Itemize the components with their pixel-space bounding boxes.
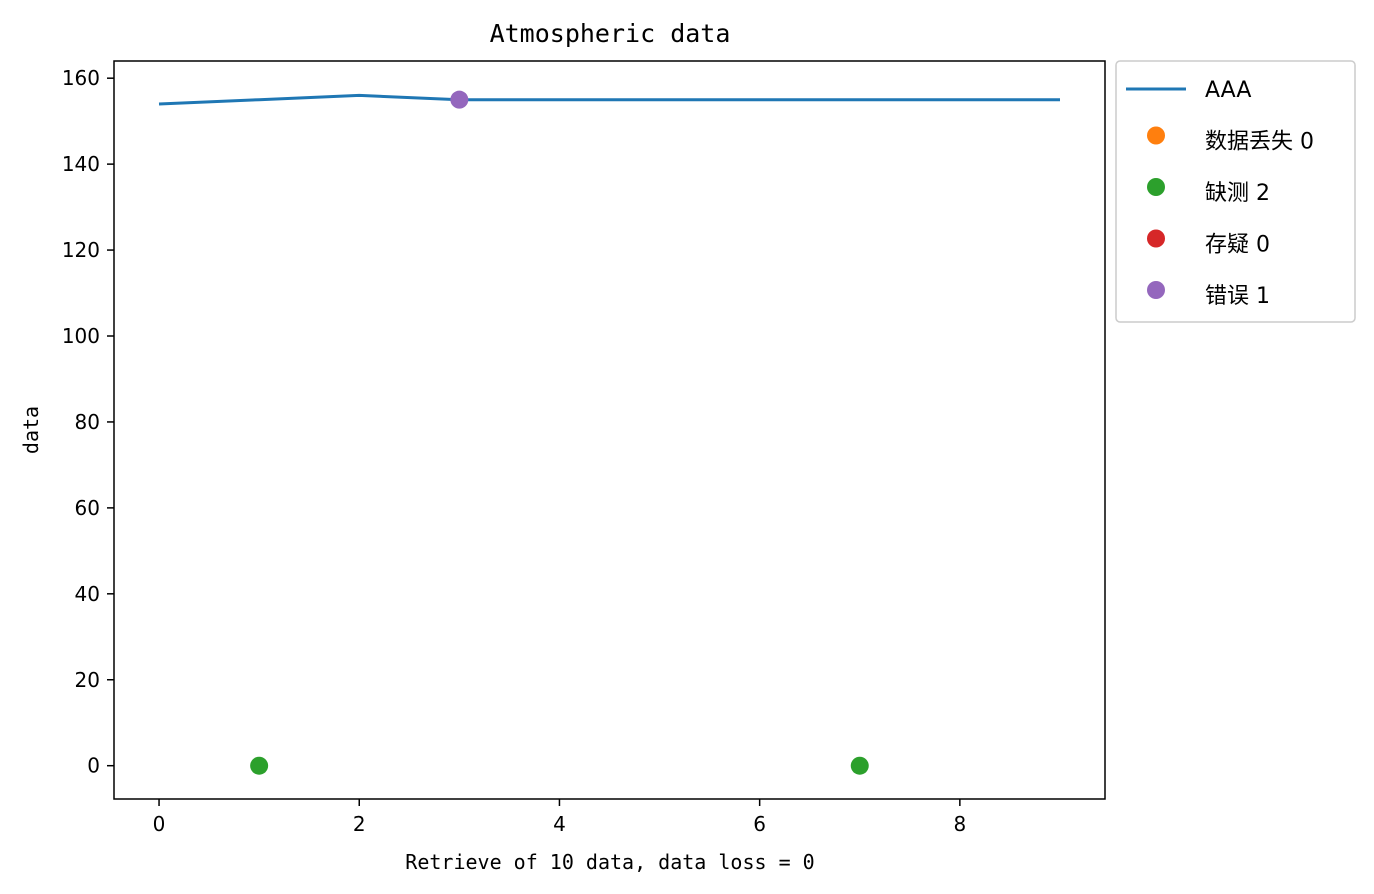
y-tick-label: 120 [62,238,100,262]
x-axis-ticks: 0 2 4 6 8 [153,799,966,836]
x-tick-label: 6 [753,812,766,836]
x-tick-label: 2 [353,812,366,836]
legend-marker-swatch [1147,281,1165,299]
y-tick-label: 40 [75,582,100,606]
series-layer [158,90,1060,775]
y-tick-label: 60 [75,496,100,520]
legend-frame [1115,60,1356,323]
legend-label: 存疑 0 [1205,233,1270,258]
series-line-0 [158,93,1060,106]
chart-title: Atmospheric data [490,19,731,48]
y-tick-label: 0 [87,754,100,778]
y-tick-label: 80 [75,410,100,434]
y-axis-ticks: 0 20 40 60 80 100 120 140 160 [62,66,114,778]
y-axis-label: data [19,406,43,454]
legend-marker-swatch [1147,126,1165,145]
legend-marker-swatch [1147,178,1165,196]
x-tick-label: 4 [553,812,566,836]
series-2-point [250,756,269,775]
y-tick-label: 100 [62,324,100,348]
legend-label: 缺测 2 [1205,181,1270,206]
plot-frame [113,60,1106,800]
x-tick-label: 8 [953,812,966,836]
series-2-point [850,756,869,775]
x-axis-label: Retrieve of 10 data, data loss = 0 [405,850,814,874]
plot-area [113,60,1106,800]
legend-label: 数据丢失 0 [1205,130,1314,155]
y-tick-label: 140 [62,152,100,176]
x-tick-label: 0 [153,812,166,836]
legend-label: 错误 1 [1205,284,1270,309]
legend-label: AAA [1205,78,1251,103]
series-4-point [450,90,469,109]
y-tick-label: 20 [75,668,100,692]
y-tick-label: 160 [62,66,100,90]
legend: AAA 数据丢失 0 缺测 2 存疑 0 错误 1 [1115,60,1356,323]
legend-marker-swatch [1147,229,1165,248]
